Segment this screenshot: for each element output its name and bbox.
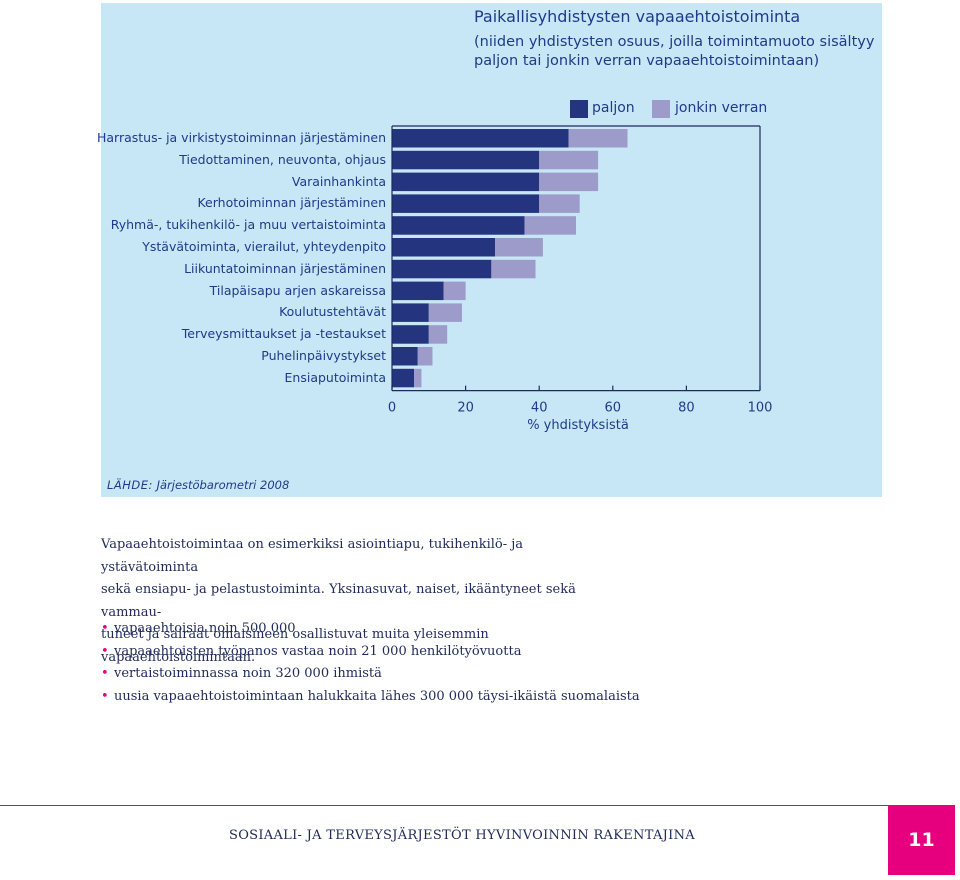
source-text: Järjestöbarometri 2008	[156, 478, 290, 492]
category-label: Kerhotoiminnan järjestäminen	[197, 195, 386, 211]
bar-jonkin-verran-6	[491, 259, 536, 279]
bullet-icon: •	[101, 621, 109, 636]
chart-title: Paikallisyhdistysten vapaaehtoistoiminta	[474, 7, 801, 26]
running-title: SOSIAALI- JA TERVEYSJÄRJESTÖT HYVINVOINN…	[229, 828, 695, 843]
bar-paljon-9	[392, 325, 429, 344]
source-note: LÄHDE: Järjestöbarometri 2008	[107, 478, 289, 492]
bar-jonkin-verran-1	[539, 150, 599, 170]
legend-label-jonkin-verran: jonkin verran	[675, 100, 768, 116]
bar-jonkin-verran-8	[428, 303, 462, 322]
category-label: Koulutustehtävät	[279, 304, 386, 320]
bar-paljon-4	[392, 216, 525, 235]
legend-swatch-jonkin-verran	[652, 100, 670, 118]
bar-jonkin-verran-3	[539, 194, 580, 213]
bar-paljon-5	[392, 238, 496, 257]
bullet-icon: •	[101, 643, 109, 659]
bar-paljon-2	[392, 172, 540, 192]
x-tick-label: 80	[678, 401, 695, 416]
body-line-3: tuneet ja sairaat omaisineen osallistuva…	[101, 627, 489, 665]
bullet-list: • vapaaehtoisia noin 500 000 • vapaaehtois…	[101, 618, 640, 708]
legend-swatch-paljon	[570, 100, 588, 118]
category-label: Ryhmä-, tukihenkilö- ja muu vertaistoimi…	[110, 217, 386, 233]
bullet-icon: •	[101, 688, 109, 704]
bar-paljon-6	[392, 259, 492, 279]
bar-jonkin-verran-5	[495, 238, 543, 257]
body-paragraph: Vapaaehtoistoimintaa on esimerkiksi asio…	[101, 534, 621, 669]
x-axis-label: % yhdistyksistä	[527, 418, 629, 433]
list-item: • uusia vapaaehtoistoimintaan halukkaita …	[101, 686, 640, 709]
x-tick-label: 100	[748, 401, 773, 416]
category-label: Varainhankinta	[291, 173, 386, 189]
category-label: Tiedottaminen, neuvonta, ohjaus	[179, 151, 386, 167]
bar-jonkin-verran-10	[417, 347, 433, 366]
x-tick-label: 20	[457, 401, 474, 416]
bar-jonkin-verran-9	[428, 325, 448, 344]
body-line-1: Vapaaehtoistoimintaa on esimerkiksi asio…	[101, 537, 524, 575]
chart-subtitle-line-2: paljon tai jonkin verran vapaaehtoistoim…	[474, 53, 820, 69]
chart-subtitle: (niiden yhdistysten osuus, joilla toimin…	[474, 33, 874, 71]
bar-paljon-7	[392, 281, 444, 301]
category-label: Ystävätoiminta, vierailut, yhteydenpito	[142, 239, 386, 254]
list-item: • vapaaehtoisten työpanos vastaa noin 21 …	[101, 641, 640, 664]
bar-paljon-11	[392, 368, 415, 388]
bar-jonkin-verran-11	[414, 368, 422, 388]
x-tick-label: 40	[531, 401, 548, 416]
bullet-icon: •	[101, 666, 109, 681]
category-label: Terveysmittaukset ja -testaukset	[181, 326, 386, 342]
bar-jonkin-verran-0	[568, 129, 628, 148]
list-item: • vertaistoiminnassa noin 320 000 ihmistä	[101, 663, 640, 686]
bar-paljon-3	[392, 194, 540, 213]
bar-paljon-1	[392, 150, 540, 170]
bar-paljon-10	[392, 347, 418, 366]
source-label: LÄHDE:	[107, 478, 153, 492]
footer-divider	[0, 805, 888, 806]
legend-label-paljon: paljon	[592, 100, 635, 116]
bar-jonkin-verran-2	[539, 172, 599, 192]
category-label: Puhelinpäivystykset	[261, 348, 386, 363]
chart-subtitle-line-1: (niiden yhdistysten osuus, joilla toimin…	[474, 34, 875, 50]
bar-jonkin-verran-4	[524, 216, 576, 235]
x-tick-label: 0	[388, 401, 396, 416]
category-label: Harrastus- ja virkistystoiminnan järjest…	[96, 130, 386, 145]
bar-paljon-8	[392, 303, 429, 322]
category-label: Liikuntatoiminnan järjestäminen	[184, 260, 386, 276]
category-label: Ensiaputoiminta	[284, 369, 386, 385]
list-item: • vapaaehtoisia noin 500 000	[101, 618, 640, 641]
body-line-2: sekä ensiapu- ja pelastustoiminta. Yksin…	[101, 582, 576, 620]
page-number: 11	[888, 805, 955, 875]
bar-jonkin-verran-7	[443, 281, 466, 301]
bar-paljon-0	[392, 129, 569, 148]
x-tick-label: 60	[605, 401, 622, 416]
category-label: Tilapäisapu arjen askareissa	[209, 282, 386, 298]
